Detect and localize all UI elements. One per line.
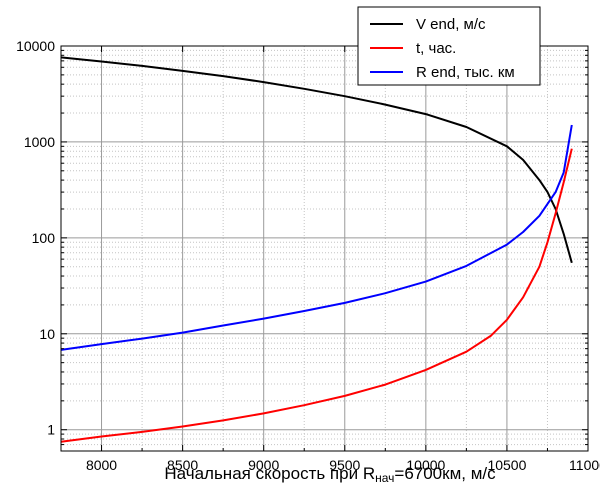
x-axis-label: Начальная скорость при Rнач=6700км, м/с: [164, 464, 496, 485]
legend-entry-2: t, час.: [416, 40, 456, 57]
x-tick-label: 10500: [487, 457, 526, 473]
series-line-3: [60, 124, 573, 351]
y-tick-label: 10: [39, 326, 55, 342]
x-axis-label-main: Начальная скорость при R: [164, 464, 375, 483]
y-tick-label: 1: [47, 422, 55, 438]
tick-label-layer: 8000 8500 9000 9500 10000 10500 11000 1 10 100 100…: [16, 38, 600, 473]
plot-frame: [60, 45, 589, 452]
x-tick-label: 9500: [329, 457, 360, 473]
x-tick-label: 8500: [167, 457, 198, 473]
legend-entry-1: V end, м/с: [416, 16, 486, 33]
y-tick-label: 100: [32, 230, 56, 246]
y-tick-label: 1000: [24, 134, 55, 150]
legend: V end, м/с t, час. R end, тыс. км: [357, 6, 541, 86]
y-tick-label: 10000: [16, 38, 55, 54]
legend-entry-3: R end, тыс. км: [416, 64, 515, 81]
series-layer: [60, 56, 573, 443]
x-axis-label-tail: =6700км, м/с: [394, 464, 496, 483]
x-axis-label-subscript: нач: [375, 471, 394, 485]
x-tick-label: 11000: [569, 457, 600, 473]
series-line-2: [60, 148, 573, 443]
x-tick-label: 8000: [86, 457, 117, 473]
x-tick-label: 10000: [406, 457, 445, 473]
series-line-1: [60, 56, 573, 264]
x-tick-label: 9000: [248, 457, 279, 473]
